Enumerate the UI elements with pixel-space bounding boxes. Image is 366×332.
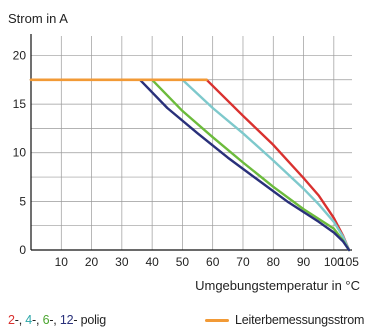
legend-sep-2: -, <box>32 313 43 327</box>
x-axis-label: Umgebungstemperatur in °C <box>195 278 360 293</box>
y-tick-label: 10 <box>13 146 27 160</box>
x-tick-label: 100 <box>324 255 344 269</box>
legend-2: 2 <box>8 313 15 327</box>
legend-leiterbemessungsstrom: Leiterbemessungsstrom <box>235 313 365 327</box>
legend-4: 4 <box>25 313 33 327</box>
x-tick-label: 60 <box>206 255 220 269</box>
x-tick-label: 70 <box>236 255 250 269</box>
x-tick-label: 80 <box>267 255 281 269</box>
legend-polig: - polig <box>73 313 107 327</box>
x-tick-label: 30 <box>115 255 129 269</box>
legend-left: 2-, 4-, 6-, 12- polig <box>8 313 106 327</box>
legend-12: 12 <box>59 313 74 327</box>
y-tick-label: 5 <box>19 194 26 208</box>
y-tick-label: 20 <box>13 48 27 62</box>
x-tick-label: 40 <box>145 255 159 269</box>
x-tick-label: 90 <box>297 255 311 269</box>
x-tick-label: 50 <box>176 255 190 269</box>
series-line-2 <box>29 78 351 252</box>
legend-right: Leiterbemessungsstrom <box>205 313 364 327</box>
y-tick-label: 0 <box>19 243 26 257</box>
y-axis-label: Strom in A <box>8 11 68 26</box>
y-tick-label: 15 <box>13 97 27 111</box>
legend-sep-3: -, <box>49 313 60 327</box>
x-tick-label: 105 <box>339 255 359 269</box>
series-line-4 <box>29 78 351 252</box>
legend-sep-1: -, <box>14 313 26 327</box>
legend-6: 6 <box>42 313 50 327</box>
series-line-6 <box>29 78 351 252</box>
legend-orange-swatch <box>205 318 229 322</box>
x-tick-label: 10 <box>55 255 69 269</box>
series-line-12 <box>29 78 351 252</box>
x-tick-label: 20 <box>85 255 99 269</box>
